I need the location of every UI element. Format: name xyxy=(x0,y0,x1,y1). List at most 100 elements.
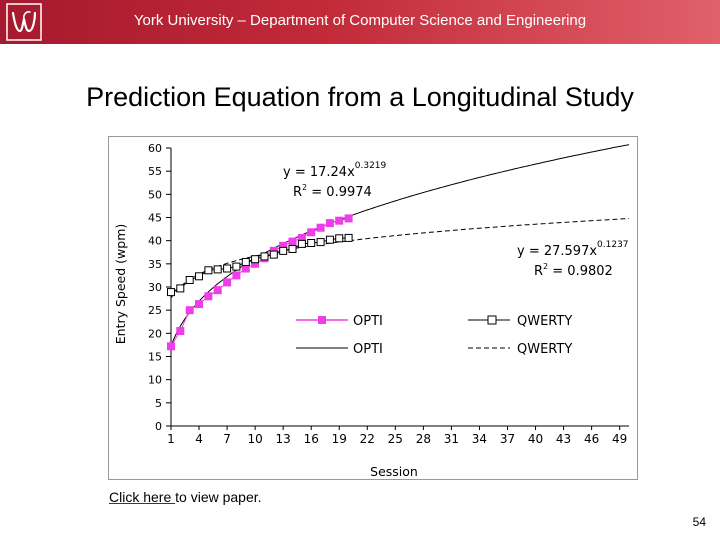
opti-data-point xyxy=(195,300,203,309)
x-axis-label: Session xyxy=(370,464,418,479)
header-title: York University – Department of Computer… xyxy=(133,12,587,29)
qwerty-data-point xyxy=(213,265,222,274)
x-tick-label: 1 xyxy=(167,432,175,446)
opti-data-point xyxy=(316,223,325,232)
y-tick-label: 25 xyxy=(148,304,162,317)
qwerty-data-point xyxy=(279,246,288,255)
y-tick-label: 0 xyxy=(155,420,162,433)
x-tick-label: 13 xyxy=(276,432,291,446)
qwerty-data-point xyxy=(195,272,203,281)
y-tick-label: 60 xyxy=(148,142,162,155)
slide-header: York University – Department of Computer… xyxy=(0,0,720,44)
x-tick-label: 19 xyxy=(332,432,347,446)
y-tick-label: 45 xyxy=(148,212,162,225)
y-tick-label: 5 xyxy=(155,397,162,410)
opti-data-point xyxy=(335,216,344,225)
opti-data-point xyxy=(241,264,250,273)
qwerty-data-point xyxy=(241,258,250,266)
opti-data-point xyxy=(167,342,175,351)
x-tick-label: 16 xyxy=(304,432,319,446)
trendline-qwerty-dashed xyxy=(170,218,630,299)
qwerty-data-point xyxy=(288,245,297,253)
paper-link-suffix: to view paper. xyxy=(175,489,262,505)
qwerty-data-point xyxy=(251,255,260,264)
qwerty-data-point xyxy=(325,235,334,244)
qwerty-exponent: 0.1237 xyxy=(597,240,629,250)
opti-data-point xyxy=(185,306,194,315)
york-university-logo xyxy=(6,3,42,41)
qwerty-data-point xyxy=(260,252,269,261)
x-tick-label: 28 xyxy=(416,432,431,446)
svg-text:R2 = 0.9974: R2 = 0.9974 xyxy=(293,183,372,200)
x-tick-label: 37 xyxy=(500,432,515,446)
opti-equation-text: y = 17.24x xyxy=(283,165,355,180)
y-axis-label: Entry Speed (wpm) xyxy=(113,224,128,344)
opti-data-point xyxy=(213,286,222,295)
legend-item-opti-markers: OPTI xyxy=(296,314,383,329)
legend-label-opti-markers: OPTI xyxy=(353,314,383,329)
y-tick-label: 50 xyxy=(148,188,162,201)
x-tick-label: 46 xyxy=(584,432,599,446)
opti-data-point xyxy=(288,237,297,246)
opti-data-point xyxy=(204,292,213,301)
qwerty-r2-value: = 0.9802 xyxy=(548,264,613,279)
qwerty-data-point xyxy=(297,239,306,248)
qwerty-equation: y = 27.597x0.1237 R2 = 0.9802 xyxy=(517,240,629,279)
data-markers xyxy=(167,214,353,351)
x-tick-label: 25 xyxy=(388,432,403,446)
paper-link-line: Click here to view paper. xyxy=(109,489,262,505)
qwerty-equation-text: y = 27.597x xyxy=(517,244,597,259)
opti-data-point xyxy=(307,228,316,237)
page-number: 54 xyxy=(692,515,706,529)
qwerty-data-point xyxy=(335,234,344,243)
opti-r2-value: = 0.9974 xyxy=(307,185,372,200)
legend-item-qwerty-trendline: QWERTY xyxy=(468,342,572,357)
opti-data-point xyxy=(223,278,232,287)
opti-data-point xyxy=(344,214,353,223)
legend-label-qwerty-markers: QWERTY xyxy=(517,314,572,329)
opti-exponent: 0.3219 xyxy=(355,161,387,171)
y-tick-label: 40 xyxy=(148,235,162,248)
x-tick-label: 49 xyxy=(612,432,627,446)
entry-speed-chart: Entry Speed (wpm) Session 0 5 10 15 20 25 30 35… xyxy=(108,136,638,480)
qwerty-data-point xyxy=(307,239,316,247)
x-tick-label: 7 xyxy=(223,432,231,446)
qwerty-data-point xyxy=(232,262,241,271)
y-tick-label: 10 xyxy=(148,374,162,387)
x-tick-label: 40 xyxy=(528,432,543,446)
x-tick-label: 4 xyxy=(195,432,203,446)
legend-label-qwerty-trendline: QWERTY xyxy=(517,342,572,357)
legend-item-opti-trendline: OPTI xyxy=(296,342,383,357)
qwerty-data-point xyxy=(223,264,232,273)
x-tick-label: 34 xyxy=(472,432,487,446)
svg-text:y = 27.597x0.1237: y = 27.597x0.1237 xyxy=(517,240,629,259)
opti-data-point xyxy=(232,271,241,280)
x-tick-label: 43 xyxy=(556,432,571,446)
y-tick-label: 30 xyxy=(148,281,162,294)
opti-data-point xyxy=(176,327,185,335)
chart-axes: 0 5 10 15 20 25 30 35 40 45 50 55 60 1 4 7 10 13 16 19 22 25 2… xyxy=(148,142,629,446)
y-tick-label: 35 xyxy=(148,258,162,271)
opti-equation: y = 17.24x0.3219 R2 = 0.9974 xyxy=(283,161,387,200)
legend-label-opti-trendline: OPTI xyxy=(353,342,383,357)
y-tick-label: 55 xyxy=(148,165,162,178)
chart-legend: OPTI QWERTY OPTI QWERTY xyxy=(296,314,572,357)
qwerty-data-point xyxy=(344,233,353,242)
paper-link[interactable]: Click here xyxy=(109,489,176,505)
opti-r2-prefix: R xyxy=(293,185,302,200)
svg-text:y = 17.24x0.3219: y = 17.24x0.3219 xyxy=(283,161,387,180)
y-tick-label: 20 xyxy=(148,327,162,340)
opti-data-point xyxy=(325,219,334,228)
qwerty-data-point xyxy=(167,288,175,297)
qwerty-data-point xyxy=(185,276,194,284)
slide-title: Prediction Equation from a Longitudinal … xyxy=(86,82,634,112)
legend-item-qwerty-markers: QWERTY xyxy=(468,314,572,329)
x-tick-label: 22 xyxy=(360,432,375,446)
x-tick-label: 10 xyxy=(247,432,262,446)
qwerty-data-point xyxy=(204,266,213,275)
qwerty-r2-prefix: R xyxy=(534,264,543,279)
qwerty-data-point xyxy=(316,238,325,247)
y-tick-label: 15 xyxy=(148,351,162,364)
svg-text:R2 = 0.9802: R2 = 0.9802 xyxy=(534,262,613,279)
qwerty-data-point xyxy=(176,284,185,293)
